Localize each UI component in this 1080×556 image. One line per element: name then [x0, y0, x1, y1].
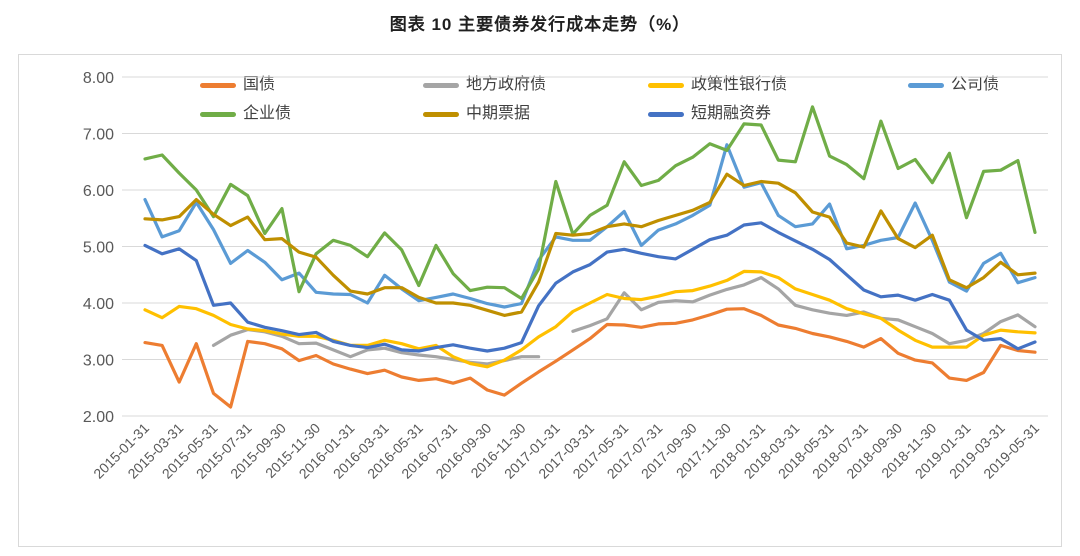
legend-label: 地方政府债	[466, 76, 547, 93]
series-line-国债[interactable]	[143, 307, 1037, 409]
series-line-政策性银行债[interactable]	[143, 269, 1037, 369]
legend-item-local-gov-bond[interactable]: 地方政府债	[423, 75, 546, 95]
legend-label: 政策性银行债	[691, 76, 788, 93]
legend-swatch-icon	[908, 82, 944, 88]
legend-item-short-term-cp[interactable]: 短期融资券	[648, 104, 771, 124]
legend-label: 公司债	[951, 76, 1000, 93]
legend-swatch-icon	[423, 111, 459, 117]
y-tick-label: 4.00	[83, 296, 114, 313]
y-tick-label: 6.00	[83, 183, 114, 200]
legend-swatch-icon	[648, 82, 684, 88]
legend-swatch-icon	[200, 82, 236, 88]
legend-label: 国债	[243, 76, 276, 93]
chart-title: 图表 10 主要债券发行成本走势（%）	[389, 15, 691, 34]
y-tick-label: 7.00	[83, 127, 114, 144]
series-line-公司债[interactable]	[143, 143, 1037, 309]
legend-item-policy-bank-bond[interactable]: 政策性银行债	[648, 75, 787, 95]
legend-item-mtn[interactable]: 中期票据	[423, 104, 530, 124]
y-tick-label: 5.00	[83, 240, 114, 257]
legend-label: 短期融资券	[691, 105, 772, 122]
series-line-中期票据[interactable]	[143, 172, 1037, 317]
y-tick-label: 8.00	[83, 70, 114, 87]
y-tick-label: 2.00	[83, 409, 114, 426]
legend-item-corporate-bond[interactable]: 公司债	[908, 75, 999, 95]
line-chart: 8.007.006.005.004.003.002.002015-01-3120…	[83, 70, 1048, 482]
legend-swatch-icon	[423, 82, 459, 88]
y-tick-label: 3.00	[83, 353, 114, 370]
legend-swatch-icon	[648, 111, 684, 117]
legend-label: 企业债	[243, 105, 292, 122]
series-line-地方政府债[interactable]	[211, 276, 1037, 366]
legend-item-enterprise-bond[interactable]: 企业债	[200, 104, 291, 124]
legend-swatch-icon	[200, 111, 236, 117]
legend-label: 中期票据	[466, 105, 531, 122]
series-line-短期融资券[interactable]	[143, 221, 1037, 353]
legend-item-treasury[interactable]: 国债	[200, 75, 275, 95]
chart-card: 国债 地方政府债 政策性银行债 公司债 企业债 中期票据 短期融资券 8.00 7…	[18, 54, 1062, 547]
series-line-企业债[interactable]	[143, 105, 1037, 301]
